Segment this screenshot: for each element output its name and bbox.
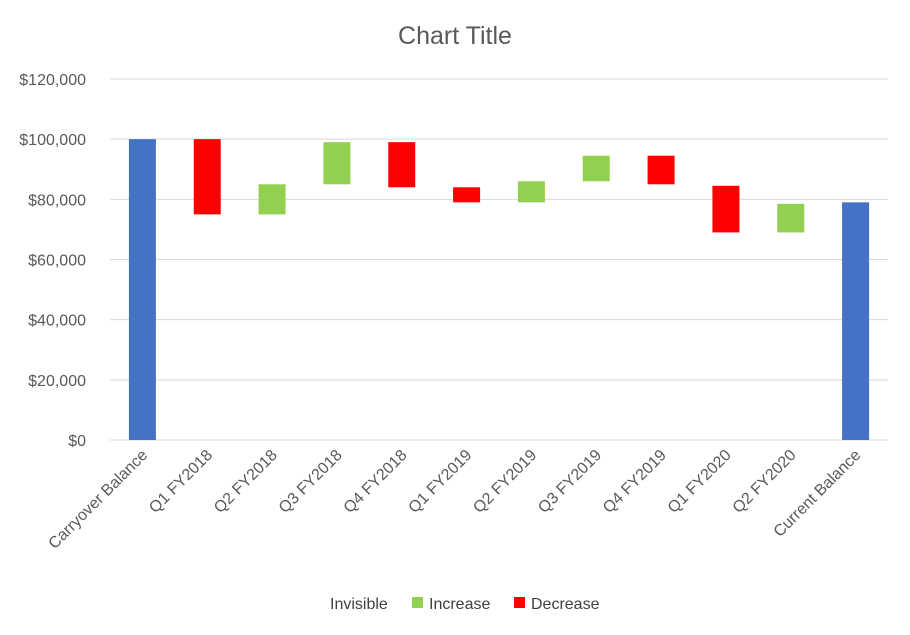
y-tick-label: $120,000 [19, 72, 86, 89]
legend-label-decrease: Decrease [531, 596, 600, 613]
x-tick-label: Q2 FY2018 [211, 447, 281, 517]
y-tick-label: $40,000 [28, 313, 86, 330]
x-tick-label: Q4 FY2019 [600, 447, 670, 517]
y-tick-label: $60,000 [28, 253, 86, 270]
y-tick-label: $80,000 [28, 192, 86, 209]
x-tick-label: Q2 FY2020 [730, 447, 800, 517]
bar-increase [777, 203, 805, 233]
legend-swatch-increase [412, 597, 423, 608]
legend: Invisible Increase Decrease [330, 596, 600, 613]
y-tick-label: $20,000 [28, 373, 86, 390]
legend-label-increase: Increase [429, 596, 490, 613]
bar-decrease [193, 139, 221, 215]
x-tick-label: Carryover Balance [46, 447, 152, 553]
y-tick-label: $100,000 [19, 132, 86, 149]
y-axis-tick-labels: $0 $20,000 $40,000 $60,000 $80,000 $100,000 $1… [19, 72, 86, 450]
legend-label-invisible: Invisible [330, 596, 388, 613]
x-tick-label: Q3 FY2019 [535, 447, 605, 517]
gridlines [110, 78, 888, 441]
bar-decrease [388, 142, 416, 188]
bar-increase [517, 181, 545, 203]
bars [128, 139, 870, 440]
bar-increase [258, 184, 286, 215]
x-tick-label: Q4 FY2018 [341, 447, 411, 517]
x-tick-label: Q2 FY2019 [470, 447, 540, 517]
x-tick-label: Q1 FY2018 [146, 447, 216, 517]
chart-title: Chart Title [398, 22, 512, 50]
bar-total [128, 139, 156, 440]
bar-decrease [453, 187, 481, 203]
bar-decrease [647, 155, 675, 185]
y-tick-label: $0 [68, 433, 86, 450]
bar-decrease [712, 185, 740, 233]
x-tick-label: Q1 FY2019 [406, 447, 476, 517]
legend-swatch-decrease [514, 597, 525, 608]
x-tick-label: Q3 FY2018 [276, 447, 346, 517]
bar-increase [323, 142, 351, 185]
bar-total [842, 202, 870, 440]
x-tick-label: Q1 FY2020 [665, 447, 735, 517]
bar-increase [582, 155, 610, 182]
